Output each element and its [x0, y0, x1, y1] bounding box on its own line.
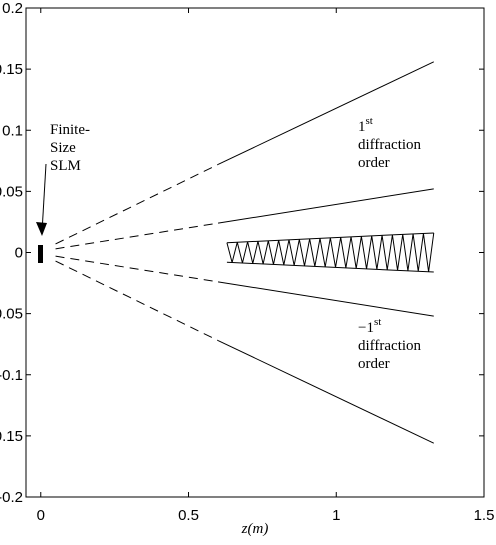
arrow-shaft [41, 163, 47, 233]
x-tick-label: 1 [332, 507, 340, 524]
annotation: 1st [358, 115, 373, 135]
series-line [217, 188, 434, 224]
y-tick-label: -0.15 [0, 428, 23, 445]
annotation: −1st [358, 316, 381, 336]
series-line [55, 260, 219, 341]
annotation-line: diffraction [358, 338, 422, 354]
series-line [217, 281, 434, 317]
series-line [226, 261, 434, 273]
x-tick-label: 0.5 [178, 507, 199, 524]
y-tick-label: 0.15 [0, 61, 23, 78]
annotation-line: SLM [50, 158, 81, 174]
annotation-base: 1 [358, 119, 366, 135]
y-tick-label: -0.2 [0, 489, 23, 506]
annotation-line: order [358, 356, 390, 372]
annotation-sup: st [374, 316, 381, 328]
y-tick-label: 0.1 [2, 122, 23, 139]
y-tick-label: 0 [15, 245, 23, 262]
y-tick-label: 0.05 [0, 183, 23, 200]
series-line [55, 164, 219, 245]
x-tick-label: 1.5 [474, 507, 495, 524]
series-line [217, 61, 434, 165]
series-line [226, 232, 435, 272]
x-axis-label: z(m) [241, 521, 269, 537]
y-tick-label: -0.1 [0, 367, 23, 384]
slm-block [38, 245, 43, 263]
x-tick-label: 0 [37, 507, 45, 524]
series-line [55, 255, 219, 283]
y-tick-label: -0.05 [0, 306, 23, 323]
annotation-line: Size [50, 140, 76, 156]
arrow-head [36, 222, 47, 236]
series-line [55, 222, 219, 250]
annotation-line: order [358, 155, 390, 171]
annotation-base: −1 [358, 320, 374, 336]
annotation-line: diffraction [358, 137, 422, 153]
series-line [217, 340, 434, 444]
annotation-sup: st [366, 115, 373, 127]
y-tick-label: 0.2 [2, 0, 23, 17]
annotation-line: Finite- [50, 122, 90, 138]
